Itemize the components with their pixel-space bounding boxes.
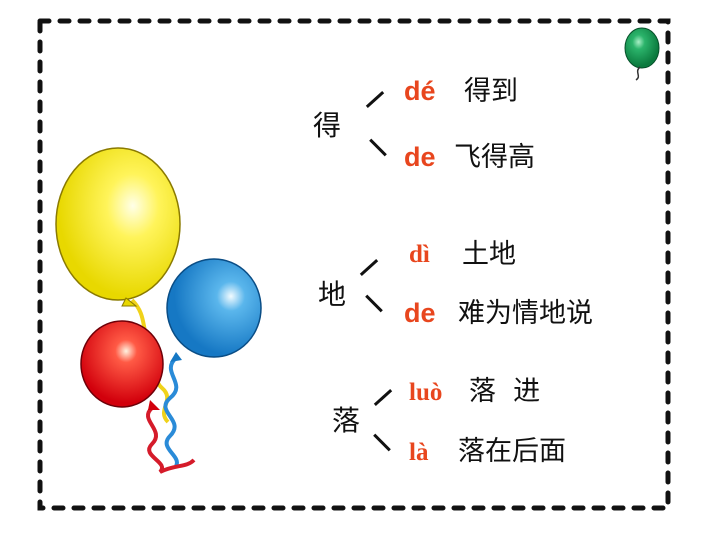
pinyin-reading: là — [409, 439, 429, 466]
example-word: 落 进 — [469, 376, 541, 407]
pinyin-reading: dé — [404, 76, 436, 106]
pinyin-reading: luò — [409, 379, 443, 406]
example-word: 得到 — [464, 76, 518, 107]
example-word: 土地 — [462, 239, 516, 270]
green-balloon-icon — [624, 27, 660, 81]
example-word: 难为情地说 — [458, 298, 593, 329]
blue-balloon-icon — [166, 258, 262, 362]
red-balloon-icon — [80, 320, 164, 410]
pinyin-reading: de — [404, 142, 436, 172]
ribbon-red — [146, 406, 196, 474]
entry-character: 落 — [332, 404, 361, 437]
example-word: 飞得高 — [454, 142, 535, 173]
example-word: 落在后面 — [458, 436, 566, 467]
yellow-balloon-icon — [55, 147, 181, 307]
entry-character: 得 — [313, 109, 342, 142]
entry-character: 地 — [318, 278, 347, 311]
pinyin-reading: de — [404, 298, 436, 328]
pinyin-reading: dì — [409, 241, 430, 268]
ribbon-blue — [163, 356, 179, 468]
